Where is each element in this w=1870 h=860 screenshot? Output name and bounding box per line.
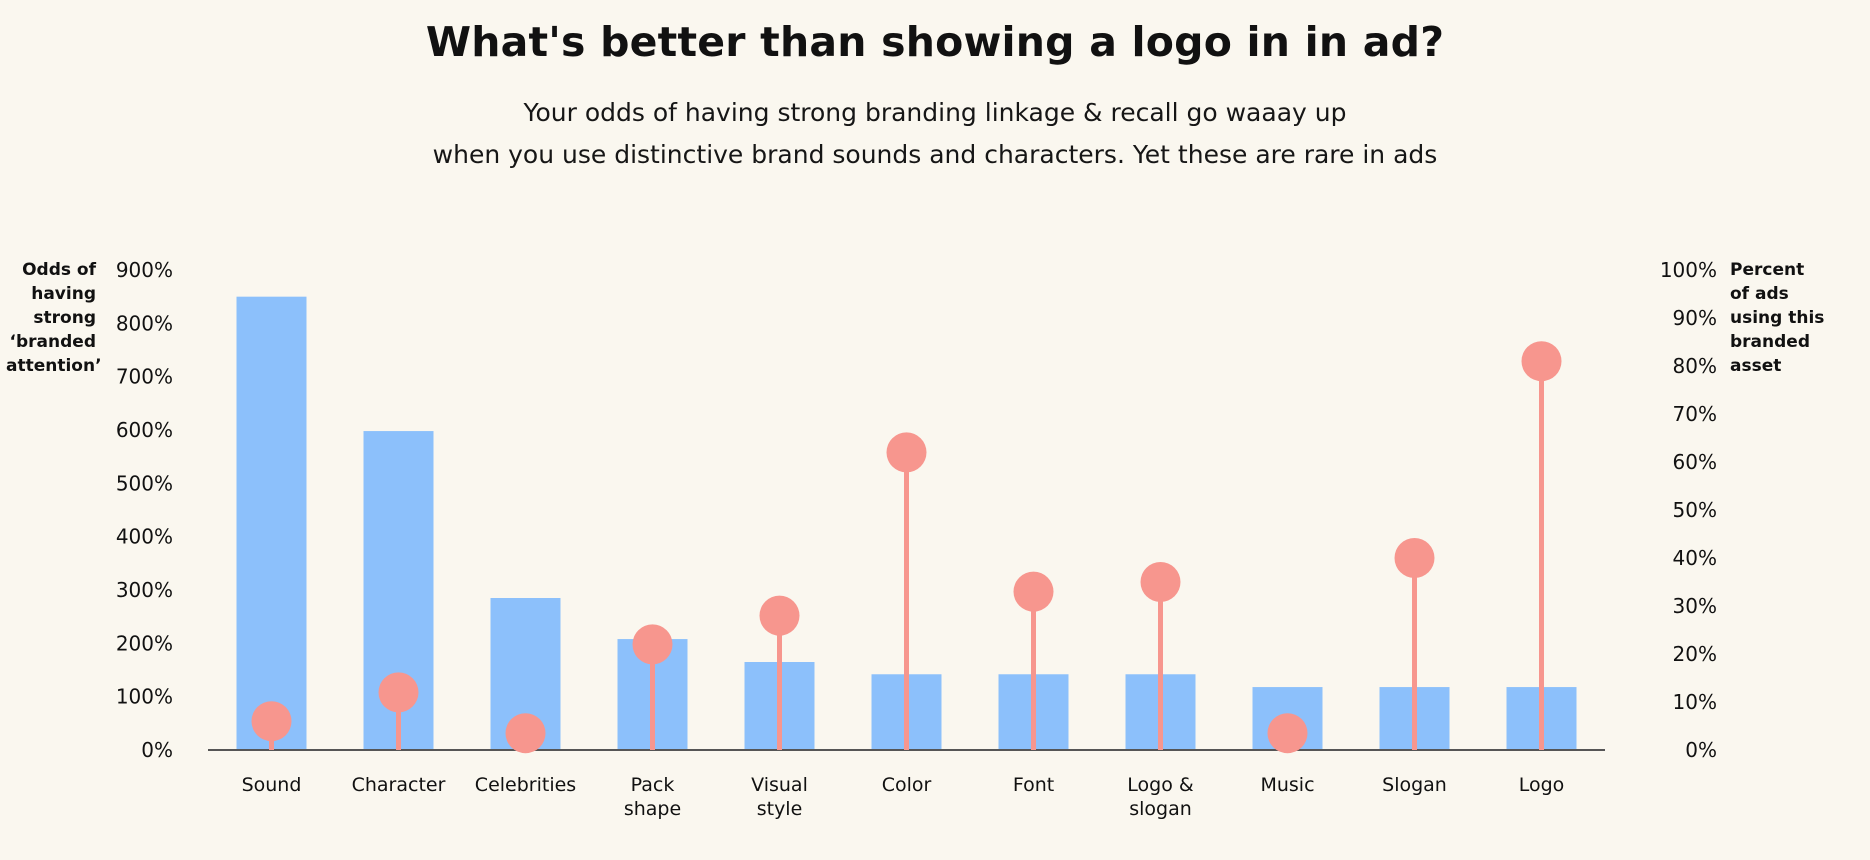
lollipop-point — [1521, 341, 1562, 382]
left-axis-tick-label: 400% — [116, 525, 173, 549]
x-axis-category-label: shape — [624, 798, 681, 820]
left-axis-tick-label: 200% — [116, 631, 173, 655]
right-axis-tick-label: 80% — [1673, 354, 1717, 378]
right-axis-tick-label: 50% — [1673, 498, 1717, 522]
right-axis-title: Percent of ads using this branded asset — [1730, 258, 1860, 378]
right-axis-tick-label: 30% — [1673, 594, 1717, 618]
x-axis-category-label: Visual — [751, 774, 808, 796]
lollipop-point — [759, 595, 800, 636]
x-axis-category-label: Character — [352, 774, 446, 796]
chart-title: What's better than showing a logo in in … — [425, 18, 1445, 66]
left-axis-tick-label: 100% — [116, 685, 173, 709]
left-axis-tick-label: 700% — [116, 365, 173, 389]
lollipop-point — [378, 672, 419, 713]
right-axis-tick-label: 100% — [1660, 258, 1717, 282]
lollipop-point — [505, 713, 546, 754]
lollipop-point — [632, 624, 673, 665]
x-axis-category-label: Color — [882, 774, 932, 796]
right-axis-title-line: using this — [1730, 308, 1825, 328]
right-axis-title-line: of ads — [1730, 284, 1789, 304]
lollipop-point — [1267, 713, 1308, 754]
x-axis-category-label: slogan — [1129, 798, 1192, 820]
x-axis-category-label: Logo & — [1127, 774, 1194, 796]
left-axis-tick-label: 600% — [116, 418, 173, 442]
x-axis-category-label: Music — [1260, 774, 1314, 796]
left-axis-tick-label: 800% — [116, 311, 173, 335]
left-axis-tick-label: 900% — [116, 258, 173, 282]
x-axis-category-label: Slogan — [1382, 774, 1447, 796]
right-axis-title-line: Percent — [1730, 260, 1805, 280]
left-axis-tick-label: 300% — [116, 578, 173, 602]
right-axis-tick-label: 10% — [1673, 690, 1717, 714]
right-axis-tick-label: 20% — [1673, 642, 1717, 666]
right-axis-tick-label: 90% — [1673, 306, 1717, 330]
x-axis-category-label: Pack — [631, 774, 675, 796]
left-axis-tick-label: 0% — [141, 738, 173, 762]
left-axis-title-line: attention’ — [6, 356, 102, 376]
bar — [236, 296, 307, 750]
right-axis-tick-label: 40% — [1673, 546, 1717, 570]
lollipop-point — [1140, 562, 1181, 602]
left-axis-title-line: strong — [33, 308, 96, 328]
lollipop-point — [1394, 538, 1435, 578]
chart-subtitle: Your odds of having strong branding link… — [0, 92, 1870, 176]
x-axis-category-label: Celebrities — [475, 774, 576, 796]
x-axis-category-label: style — [757, 798, 803, 820]
x-axis-category-label: Font — [1013, 774, 1054, 796]
lollipop-point — [251, 701, 292, 742]
lollipop-point — [1013, 571, 1054, 612]
x-axis-category-label: Logo — [1519, 774, 1565, 796]
left-axis-title-line: Odds of — [22, 260, 96, 280]
left-axis-title-line: having — [31, 284, 96, 304]
right-axis-tick-label: 70% — [1673, 402, 1717, 426]
right-axis-title-line: asset — [1730, 356, 1782, 376]
x-axis-category-label: Sound — [242, 774, 302, 796]
right-axis-tick-label: 60% — [1673, 450, 1717, 474]
left-axis-title: Odds of having strong ‘branded attention… — [6, 258, 102, 378]
left-axis-tick-label: 500% — [116, 471, 173, 495]
lollipop-point — [886, 432, 927, 473]
left-axis-title-line: ‘branded — [9, 332, 96, 352]
subtitle-line: Your odds of having strong branding link… — [523, 98, 1347, 127]
subtitle-line: when you use distinctive brand sounds an… — [432, 140, 1438, 169]
right-axis-title-line: branded — [1730, 332, 1810, 352]
right-axis-tick-label: 0% — [1685, 738, 1717, 762]
